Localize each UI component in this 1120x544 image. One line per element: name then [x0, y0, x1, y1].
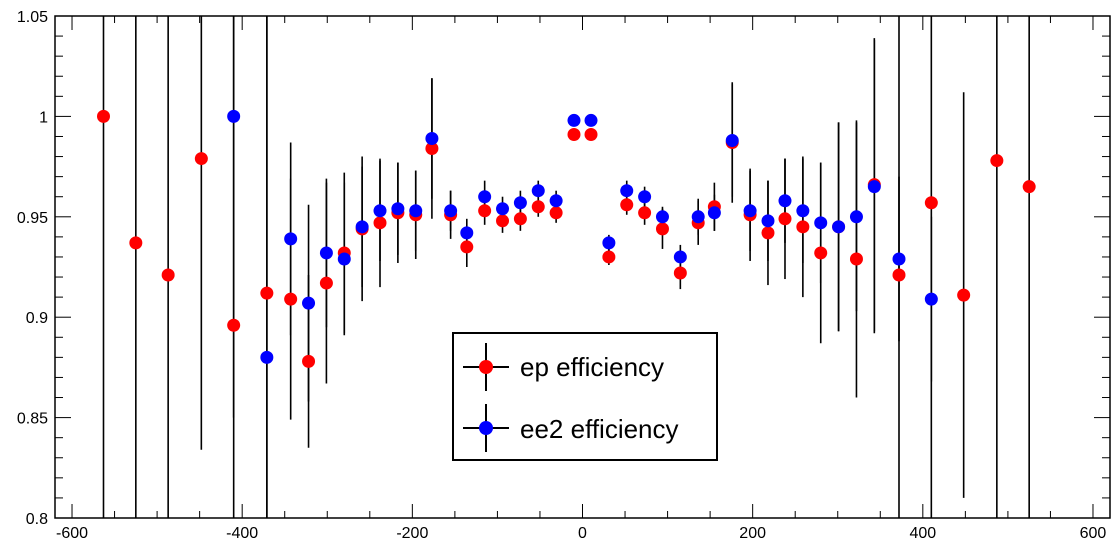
data-point-ep	[425, 142, 439, 156]
data-point-ee2	[302, 296, 316, 310]
data-point-ee2	[478, 190, 492, 204]
y-tick-label: 1.05	[17, 9, 48, 26]
y-tick-label: 0.85	[17, 411, 48, 428]
data-point-ep	[924, 196, 938, 210]
data-point-ee2	[531, 184, 545, 198]
x-tick-label: -600	[56, 525, 88, 542]
data-point-ep	[655, 222, 669, 236]
data-point-ep	[814, 246, 828, 260]
data-point-ep	[227, 318, 241, 332]
data-point-ep	[531, 200, 545, 214]
legend-marker-ep	[479, 360, 493, 374]
data-point-ep	[549, 206, 563, 220]
data-point-ee2	[584, 113, 598, 127]
data-point-ee2	[227, 109, 241, 123]
data-point-ee2	[260, 350, 274, 364]
data-point-ee2	[284, 232, 298, 246]
data-point-ep	[673, 266, 687, 280]
data-point-ep	[761, 226, 775, 240]
data-point-ep	[584, 127, 598, 141]
x-tick-label: 400	[909, 525, 936, 542]
data-point-ee2	[832, 220, 846, 234]
legend-entry-ep: ep efficiency	[463, 343, 664, 391]
data-point-ee2	[707, 206, 721, 220]
legend-label-ee2: ee2 efficiency	[520, 414, 679, 444]
y-tick-label: 1	[39, 109, 48, 126]
data-point-ee2	[620, 184, 634, 198]
data-point-ee2	[778, 194, 792, 208]
y-tick-label: 0.9	[26, 310, 48, 327]
data-point-ee2	[867, 180, 881, 194]
data-point-ep	[849, 252, 863, 266]
data-point-ee2	[409, 204, 423, 218]
data-point-ep	[319, 276, 333, 290]
data-point-ee2	[892, 252, 906, 266]
data-point-ee2	[725, 133, 739, 147]
x-tick-label: 600	[1080, 525, 1107, 542]
data-point-ep	[990, 154, 1004, 168]
legend-label-ep: ep efficiency	[520, 352, 664, 382]
data-point-ep	[638, 206, 652, 220]
data-point-ee2	[761, 214, 775, 228]
data-point-ep	[460, 240, 474, 254]
data-point-ee2	[355, 220, 369, 234]
axes: -600 -400 -200 0 200 400 600 0.8 0.85 0.9 0.95 1 1.0…	[17, 9, 1110, 542]
data-point-ee2	[673, 250, 687, 264]
y-tick-label: 0.8	[26, 511, 48, 528]
x-tick-label: 200	[739, 525, 766, 542]
data-point-ep	[194, 152, 208, 166]
x-tick-label: 0	[578, 525, 587, 542]
data-point-ee2	[549, 194, 563, 208]
data-point-ep	[496, 214, 510, 228]
data-point-ee2	[924, 292, 938, 306]
data-point-ep	[161, 268, 175, 282]
data-point-ep	[302, 354, 316, 368]
data-point-ee2	[743, 204, 757, 218]
data-point-ep	[260, 286, 274, 300]
data-markers	[96, 109, 1036, 368]
data-point-ep	[373, 216, 387, 230]
data-point-ep	[284, 292, 298, 306]
data-point-ep	[1022, 180, 1036, 194]
data-point-ee2	[796, 204, 810, 218]
data-point-ee2	[638, 190, 652, 204]
data-point-ep	[567, 127, 581, 141]
data-point-ee2	[655, 210, 669, 224]
data-point-ee2	[814, 216, 828, 230]
x-tick-label: -400	[226, 525, 258, 542]
legend: ep efficiency ee2 efficiency	[452, 332, 718, 461]
data-point-ee2	[425, 131, 439, 145]
data-point-ep	[778, 212, 792, 226]
data-point-ep	[513, 212, 527, 226]
data-point-ee2	[513, 196, 527, 210]
data-point-ee2	[460, 226, 474, 240]
data-point-ee2	[849, 210, 863, 224]
legend-marker-ee2	[479, 421, 493, 435]
data-point-ee2	[319, 246, 333, 260]
data-point-ep	[620, 198, 634, 212]
data-point-ee2	[373, 204, 387, 218]
data-point-ep	[129, 236, 143, 250]
y-tick-label: 0.95	[17, 210, 48, 227]
data-point-ee2	[496, 202, 510, 216]
legend-entry-ee2: ee2 efficiency	[463, 404, 679, 452]
data-point-ep	[796, 220, 810, 234]
data-point-ee2	[691, 210, 705, 224]
data-point-ep	[96, 109, 110, 123]
data-point-ee2	[444, 204, 458, 218]
data-point-ep	[478, 204, 492, 218]
data-point-ee2	[391, 202, 405, 216]
data-point-ep	[957, 288, 971, 302]
legend-box	[452, 332, 718, 461]
data-point-ee2	[602, 236, 616, 250]
data-point-ep	[892, 268, 906, 282]
x-tick-label: -200	[396, 525, 428, 542]
data-point-ee2	[567, 113, 581, 127]
data-point-ee2	[337, 252, 351, 266]
data-point-ep	[602, 250, 616, 264]
